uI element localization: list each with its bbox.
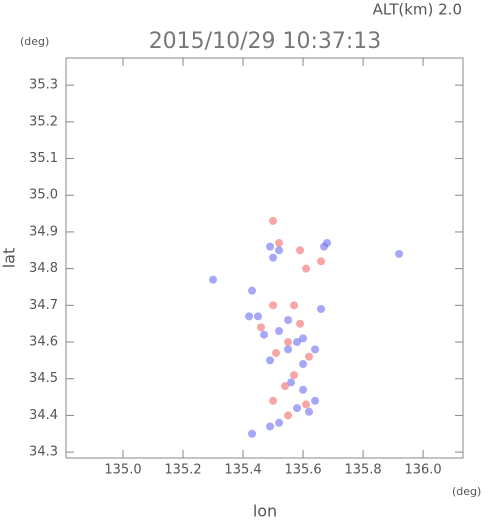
y-tick-label: 34.8 <box>29 261 58 276</box>
y-tick-label: 34.9 <box>29 224 58 239</box>
echo-point <box>269 396 278 405</box>
echo-point <box>284 316 293 325</box>
echo-point <box>266 242 275 251</box>
echo-point <box>302 264 311 273</box>
x-tick-label: 135.0 <box>104 463 141 478</box>
echo-point <box>293 338 302 347</box>
echo-point <box>299 385 308 394</box>
echo-point <box>275 246 284 255</box>
echo-point <box>293 404 302 413</box>
x-tick-label: 136.0 <box>404 463 441 478</box>
echo-point <box>275 238 284 247</box>
echo-point <box>317 305 326 314</box>
y-tick-label: 34.5 <box>29 371 58 386</box>
echo-point <box>311 396 320 405</box>
y-tick-label: 35.1 <box>29 151 58 166</box>
echo-point <box>296 319 305 328</box>
echo-point <box>284 338 293 347</box>
subtitle: ALT(km) 2.0 <box>373 1 462 19</box>
echo-point <box>245 312 254 321</box>
echo-point <box>299 334 308 343</box>
echo-point <box>254 312 263 321</box>
echo-point <box>305 352 314 361</box>
x-axis-label: lon <box>253 502 277 521</box>
echo-point <box>302 400 311 409</box>
echo-point <box>272 349 281 358</box>
echo-point <box>257 323 266 332</box>
echo-point <box>290 371 299 380</box>
echo-point <box>317 257 326 266</box>
echo-point <box>266 356 275 365</box>
echo-point <box>284 411 293 420</box>
x-tick-label: 135.8 <box>344 463 381 478</box>
echo-point <box>269 216 278 225</box>
plot-frame <box>65 57 464 459</box>
echo-point <box>275 327 284 336</box>
x-tick-label: 135.6 <box>284 463 321 478</box>
y-tick-label: 34.3 <box>29 445 58 460</box>
x-unit: (deg) <box>452 485 481 498</box>
echo-point <box>287 378 296 387</box>
y-tick-label: 34.4 <box>29 408 58 423</box>
echo-point <box>395 249 404 258</box>
echo-point <box>311 345 320 354</box>
y-tick-label: 35.2 <box>29 114 58 129</box>
chart-title: 2015/10/29 10:37:13 <box>149 29 382 54</box>
echo-point <box>275 418 284 427</box>
echo-point <box>269 301 278 310</box>
echo-point <box>248 429 257 438</box>
echo-point <box>269 253 278 262</box>
y-unit: (deg) <box>20 35 49 48</box>
echo-point <box>209 275 218 284</box>
echo-point <box>281 382 290 391</box>
echo-point <box>248 286 257 295</box>
x-tick-label: 135.4 <box>224 463 261 478</box>
echo-point <box>284 345 293 354</box>
y-tick-label: 35.0 <box>29 188 58 203</box>
echo-point <box>266 422 275 431</box>
echo-point <box>299 360 308 369</box>
y-tick-label: 35.3 <box>29 78 58 93</box>
echo-point <box>290 301 299 310</box>
y-axis-label: lat <box>0 248 19 269</box>
echo-point <box>323 238 332 247</box>
y-tick-label: 34.7 <box>29 298 58 313</box>
echo-point <box>305 407 314 416</box>
x-tick-label: 135.2 <box>164 463 201 478</box>
y-tick-label: 34.6 <box>29 335 58 350</box>
echo-point <box>260 330 269 339</box>
echo-point <box>296 246 305 255</box>
